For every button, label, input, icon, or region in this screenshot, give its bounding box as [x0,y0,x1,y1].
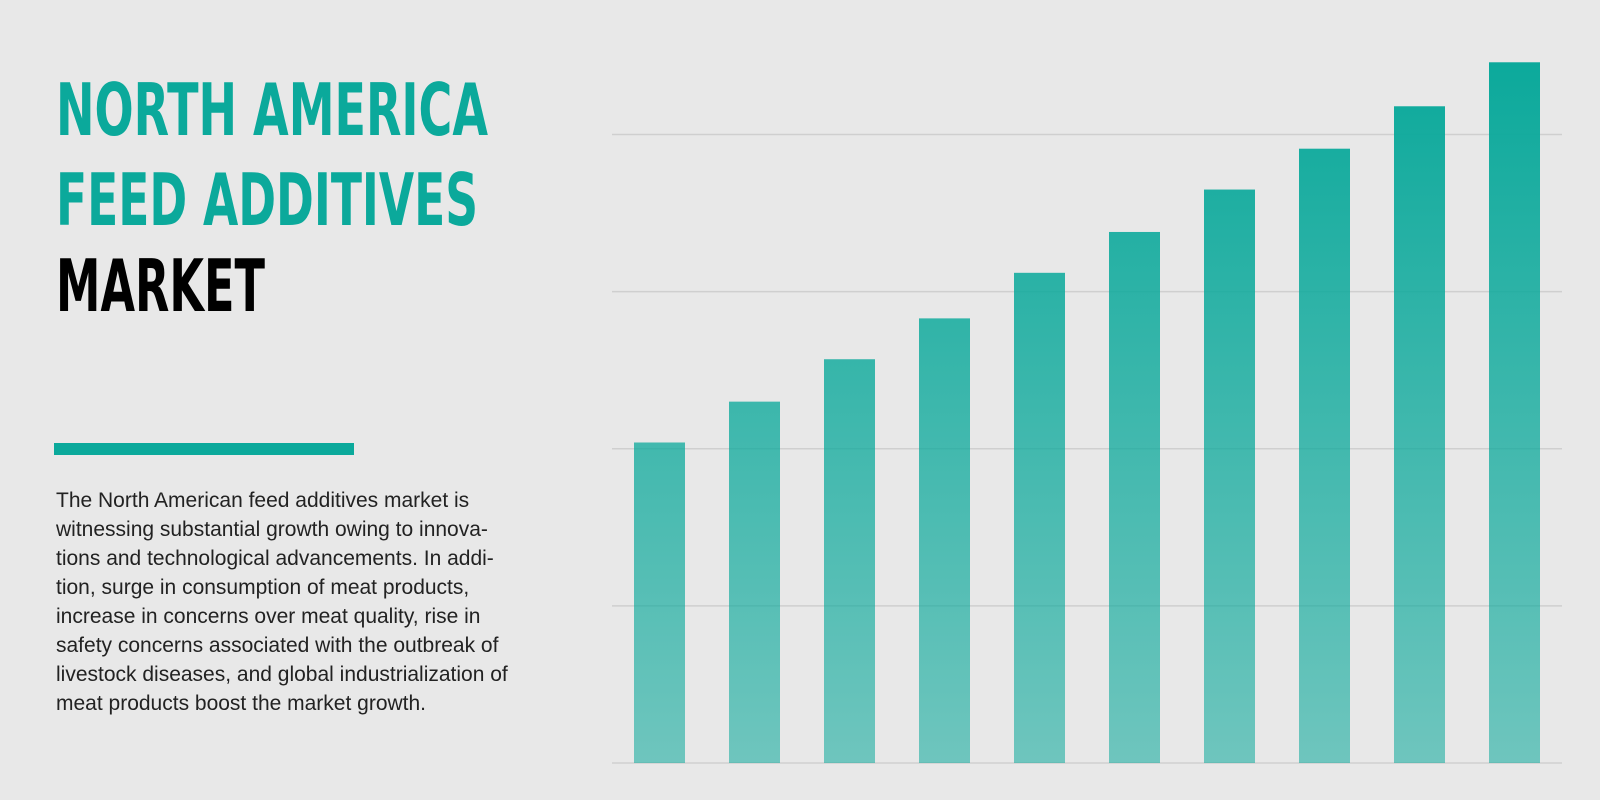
divider [54,443,354,455]
description-line: meat products boost the market growth. [56,692,426,715]
bar [1204,189,1255,764]
bar [919,318,970,763]
bar [729,401,780,763]
title-line: NORTH AMERICA [56,68,488,152]
bar [1489,62,1540,764]
title-line: MARKET [56,244,265,328]
description-line: tion, surge in consumption of meat produ… [56,576,469,599]
description-line: The North American feed additives market… [56,489,469,512]
description-line: witnessing substantial growth owing to i… [55,518,488,541]
bar [634,442,685,763]
description: The North American feed additives market… [55,489,508,715]
bar [1299,148,1350,763]
description-line: livestock diseases, and global industria… [56,663,508,686]
bar [824,359,875,763]
description-line: tions and technological advancements. In… [56,547,494,570]
bar [1109,231,1160,763]
bar [1014,272,1065,763]
title-line: FEED ADDITIVES [56,158,478,242]
description-line: increase in concerns over meat quality, … [56,605,480,628]
description-line: safety concerns associated with the outb… [56,634,499,657]
bar [1394,106,1445,763]
